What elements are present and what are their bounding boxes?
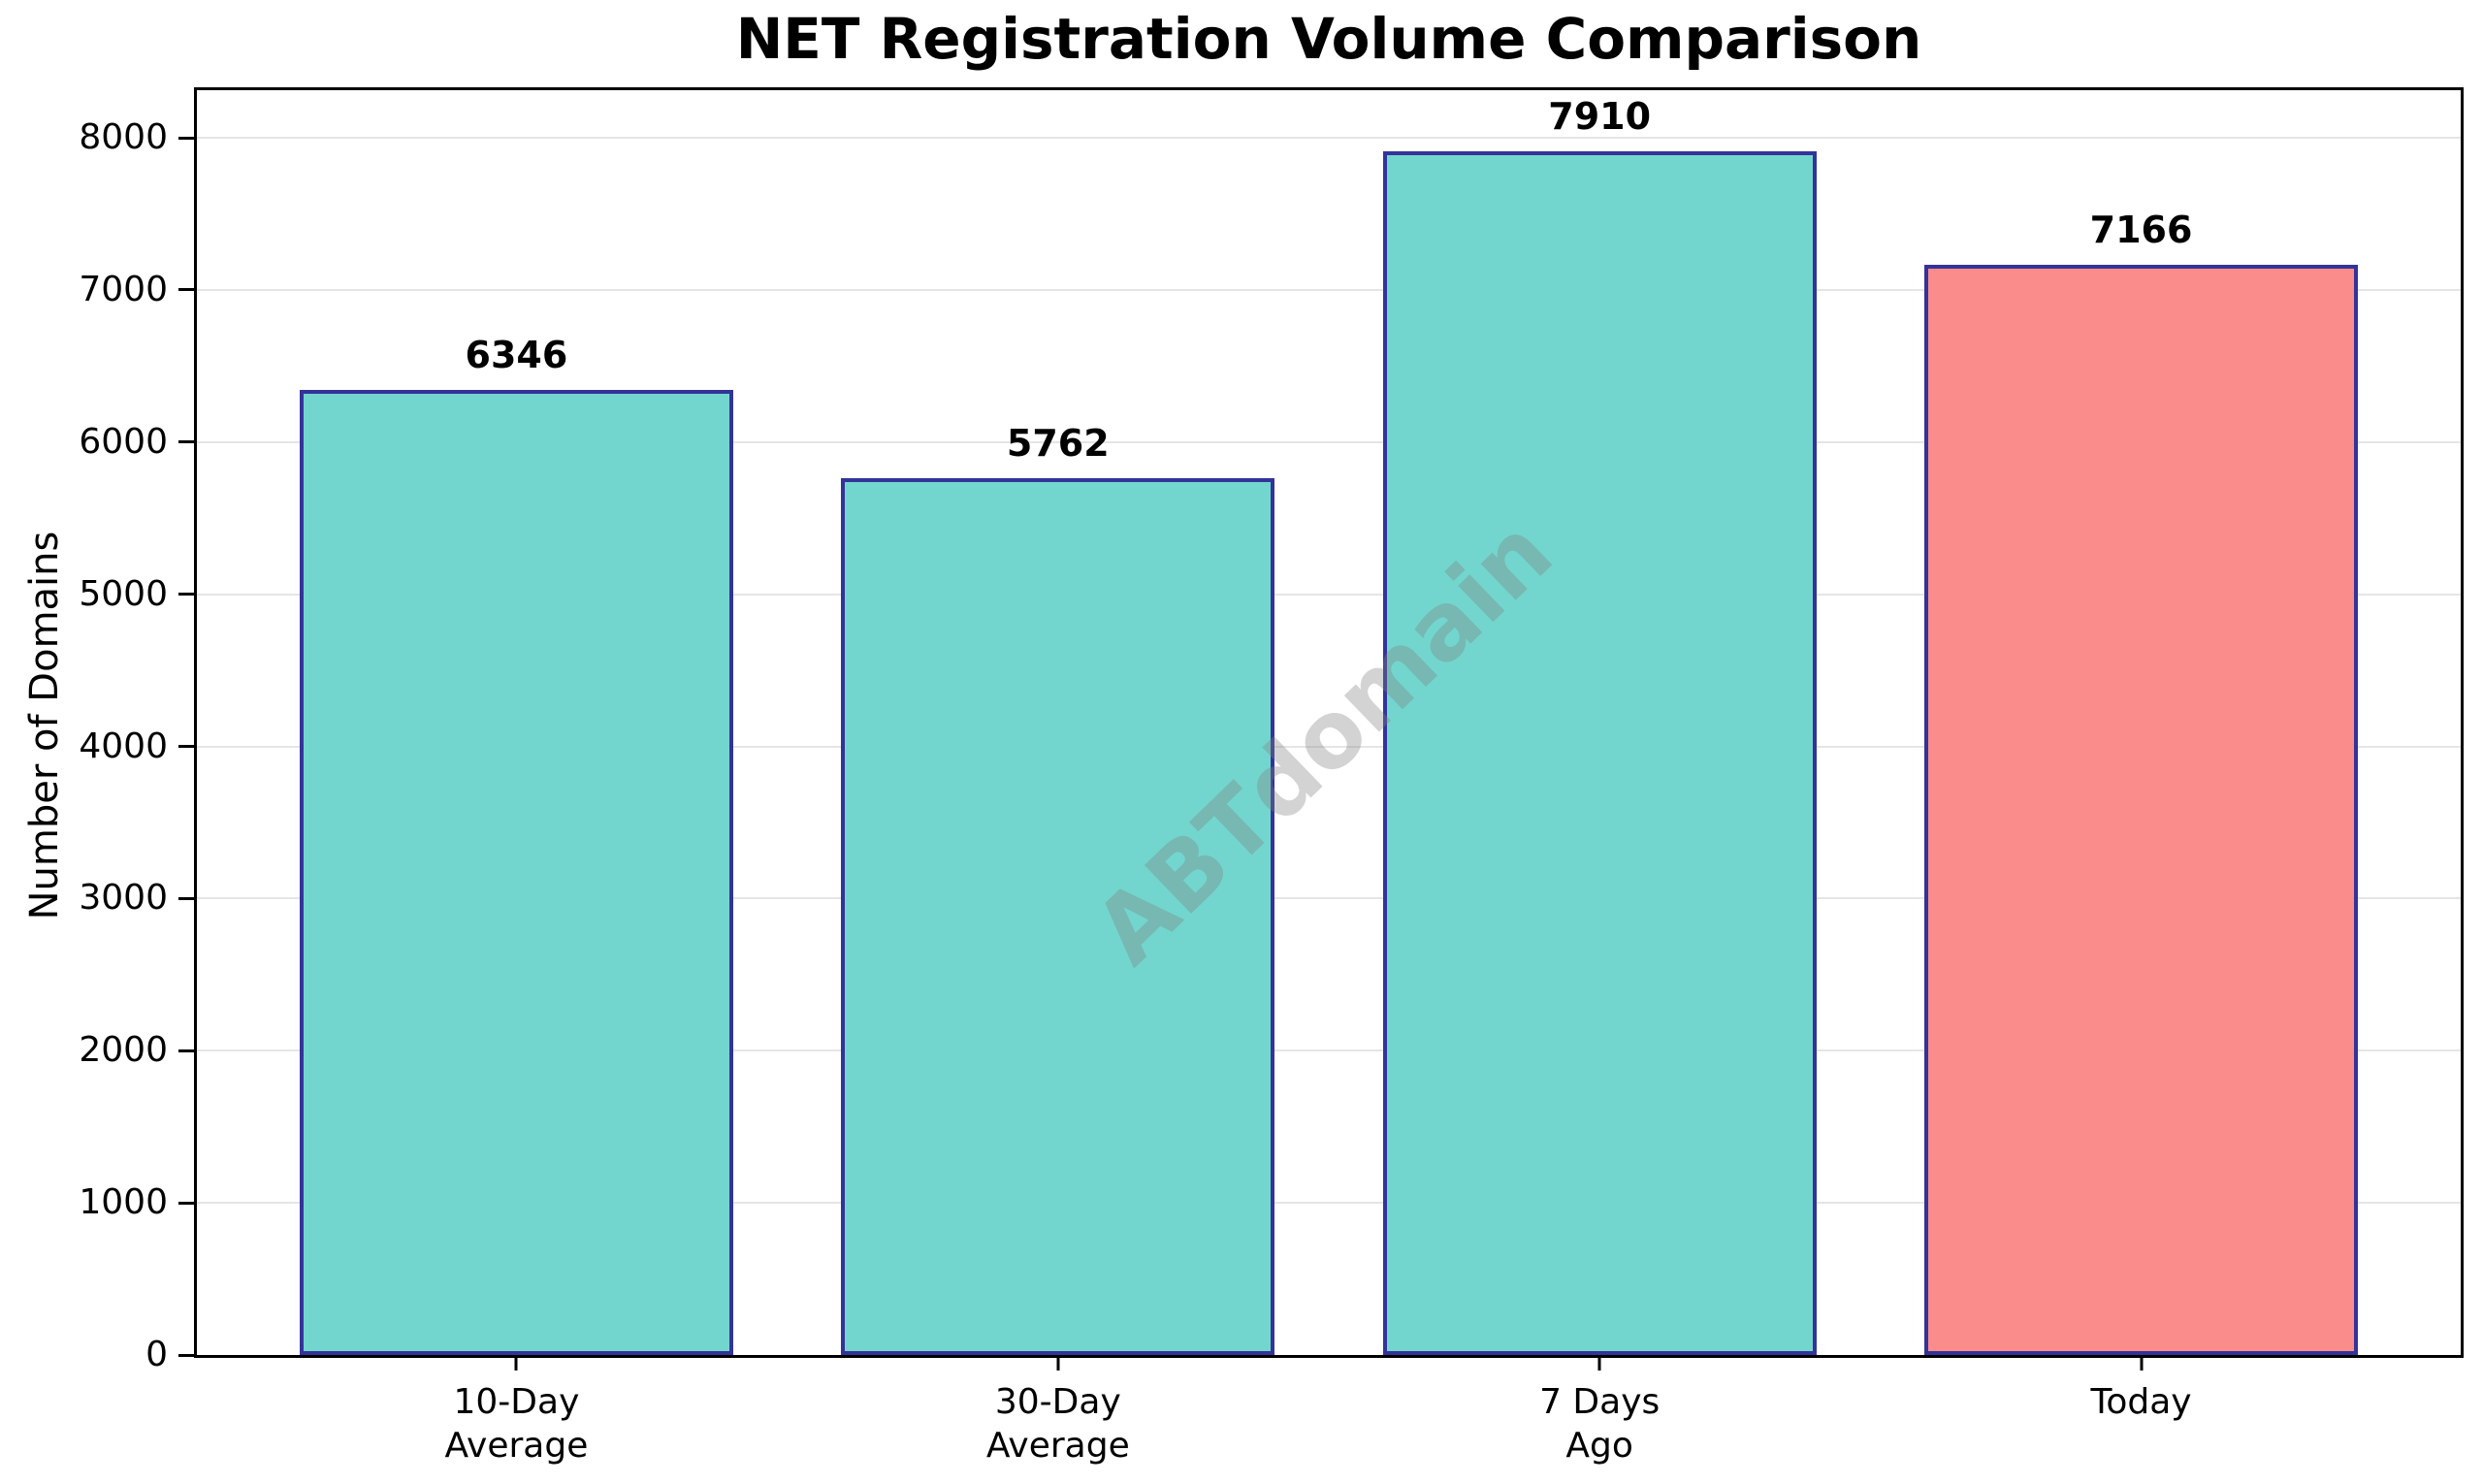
y-tick-label: 0 xyxy=(145,1335,168,1374)
gridline xyxy=(197,1202,2461,1205)
chart-title: NET Registration Volume Comparison xyxy=(735,6,1922,72)
x-tick-mark xyxy=(2140,1355,2144,1371)
y-tick-mark xyxy=(178,745,194,749)
y-tick-mark xyxy=(178,288,194,292)
y-tick-label: 7000 xyxy=(79,269,168,309)
y-tick-label: 2000 xyxy=(79,1030,168,1071)
x-tick-label: Today xyxy=(2090,1382,2192,1422)
y-tick-mark xyxy=(178,593,194,597)
y-tick-label: 6000 xyxy=(79,421,168,462)
x-tick-mark xyxy=(514,1355,518,1371)
gridline xyxy=(197,440,2461,443)
bar-today xyxy=(1924,264,2358,1355)
y-tick-label: 4000 xyxy=(79,726,168,766)
gridline xyxy=(197,745,2461,748)
y-tick-label: 1000 xyxy=(79,1182,168,1223)
y-tick-label: 8000 xyxy=(79,117,168,158)
bar-value-label: 7166 xyxy=(2089,208,2193,251)
bar-value-label: 6346 xyxy=(465,333,568,376)
x-tick-label: 10-Day Average xyxy=(444,1382,589,1466)
x-tick-label: 30-Day Average xyxy=(985,1382,1130,1466)
x-tick-mark xyxy=(1056,1355,1060,1371)
bar-value-label: 5762 xyxy=(1006,422,1110,466)
y-tick-mark xyxy=(178,1201,194,1205)
y-tick-mark xyxy=(178,136,194,140)
y-tick-mark xyxy=(178,1048,194,1052)
x-tick-label: 7 Days Ago xyxy=(1539,1382,1661,1466)
gridline xyxy=(197,288,2461,291)
y-tick-mark xyxy=(178,896,194,900)
bar-7-days-ago xyxy=(1382,151,1817,1355)
gridline xyxy=(197,593,2461,596)
gridline xyxy=(197,137,2461,140)
y-tick-label: 3000 xyxy=(79,878,168,919)
plot-area: ABTdomain 6346 5762 7910 7166 0 1000 2000 3000… xyxy=(79,87,2464,1466)
y-tick-mark xyxy=(178,1353,194,1357)
y-tick-mark xyxy=(178,440,194,444)
bar-30-day-average xyxy=(841,478,1275,1355)
y-tick-label: 5000 xyxy=(79,573,168,614)
gridline xyxy=(197,897,2461,900)
bar-value-label: 7910 xyxy=(1548,95,1652,139)
x-tick-mark xyxy=(1597,1355,1601,1371)
gridline xyxy=(197,1049,2461,1052)
bar-10-day-average xyxy=(300,389,733,1355)
